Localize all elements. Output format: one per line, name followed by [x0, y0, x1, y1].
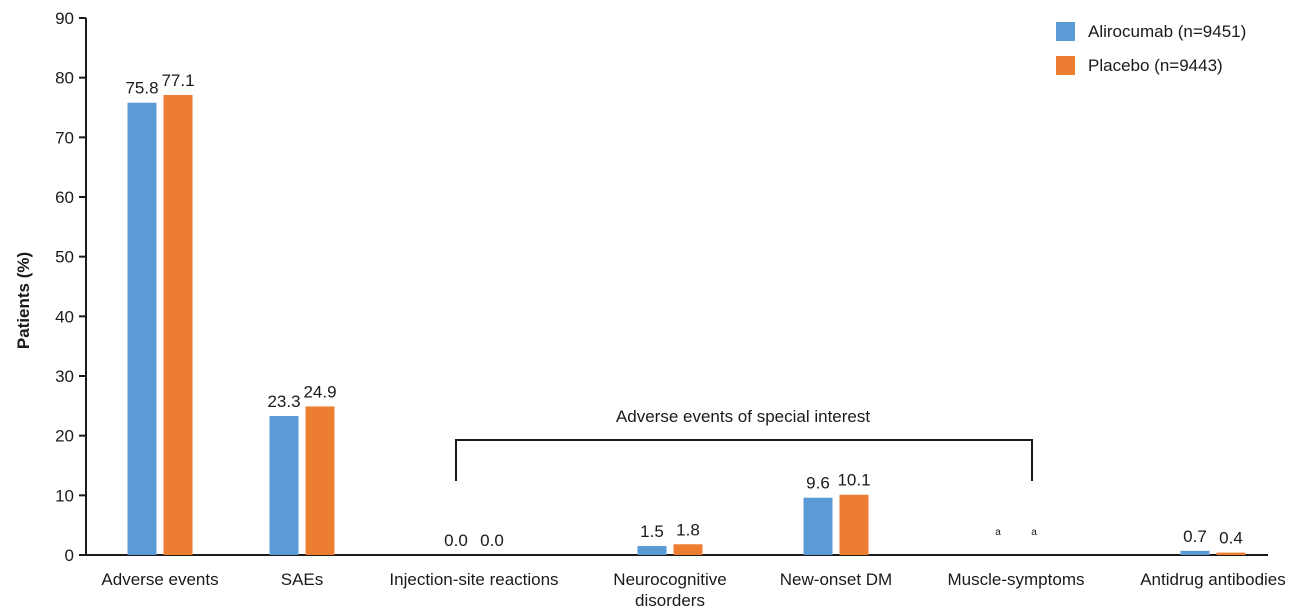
special-interest-bracket: Adverse events of special interest — [455, 407, 1033, 481]
bar — [803, 497, 833, 555]
legend-label: Alirocumab (n=9451) — [1088, 22, 1246, 41]
bar — [839, 494, 869, 555]
bar — [637, 546, 667, 555]
legend-label: Placebo (n=9443) — [1088, 56, 1223, 75]
legend: Alirocumab (n=9451) Placebo (n=9443) — [1056, 22, 1246, 75]
data-label: 9.6 — [806, 474, 830, 493]
category-label: Muscle-symptoms — [948, 570, 1085, 589]
y-tick-label: 30 — [55, 367, 74, 386]
data-label: 0.0 — [480, 531, 504, 550]
data-label: 23.3 — [267, 392, 300, 411]
data-label: 10.1 — [837, 471, 870, 490]
category-label: Neurocognitive — [613, 570, 726, 589]
data-label: a — [995, 527, 1001, 538]
data-labels: 75.8 23.3 0.0 1.5 9.6 a 0.7 77.1 24.9 0.0 1.8 10.1 a… — [125, 71, 1242, 550]
bars — [127, 94, 1246, 555]
category-labels: Adverse events SAEs Injection-site reactio… — [101, 570, 1285, 609]
bar — [305, 406, 335, 555]
bracket-line — [455, 439, 1033, 481]
y-tick-label: 50 — [55, 248, 74, 267]
y-axis-title: Patients (%) — [14, 252, 33, 349]
y-tick-label: 10 — [55, 486, 74, 505]
legend-swatch — [1056, 22, 1075, 41]
category-label: Antidrug antibodies — [1140, 570, 1286, 589]
bar — [163, 94, 193, 555]
data-label: 75.8 — [125, 79, 158, 98]
data-label: 24.9 — [303, 382, 336, 401]
y-tick-label: 70 — [55, 128, 74, 147]
data-label: 77.1 — [161, 71, 194, 90]
category-label: Adverse events — [101, 570, 218, 589]
category-label: SAEs — [281, 570, 324, 589]
legend-swatch — [1056, 56, 1075, 75]
bar — [1180, 550, 1210, 555]
data-label: 0.7 — [1183, 527, 1207, 546]
y-tick-label: 40 — [55, 307, 74, 326]
bar — [127, 102, 157, 555]
category-label: disorders — [635, 591, 705, 609]
data-label: 1.8 — [676, 520, 700, 539]
data-label: 0.4 — [1219, 529, 1243, 548]
bracket-label: Adverse events of special interest — [616, 407, 870, 426]
bar — [1216, 552, 1246, 555]
bar — [269, 415, 299, 555]
bar — [673, 544, 703, 555]
category-label: New-onset DM — [780, 570, 892, 589]
data-label: a — [1031, 527, 1037, 538]
y-tick-label: 20 — [55, 427, 74, 446]
data-label: 0.0 — [444, 531, 468, 550]
axes: 0 10 20 30 40 50 60 70 80 90 Patients (%) — [14, 9, 1268, 565]
y-tick-label: 90 — [55, 9, 74, 28]
y-tick-label: 0 — [65, 546, 74, 565]
y-tick-label: 80 — [55, 69, 74, 88]
category-label: Injection-site reactions — [389, 570, 558, 589]
data-label: 1.5 — [640, 522, 664, 541]
y-tick-label: 60 — [55, 188, 74, 207]
